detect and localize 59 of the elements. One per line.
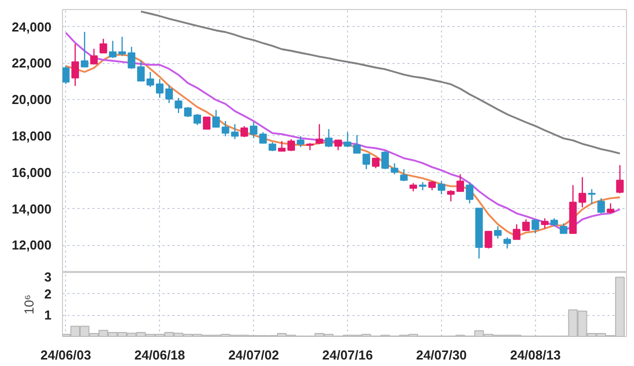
- candlestick: [616, 164, 624, 194]
- y-tick-label: 16,000: [12, 164, 52, 180]
- candlestick: [316, 124, 324, 145]
- candlestick: [484, 230, 492, 250]
- candlestick: [193, 113, 202, 126]
- candlestick: [71, 43, 79, 87]
- y-tick-label: 24,000: [12, 19, 52, 34]
- y-axis-title: 10⁶: [21, 294, 36, 314]
- y-tick-label: 22,000: [12, 56, 52, 71]
- candlestick: [400, 168, 408, 182]
- candlestick: [560, 222, 568, 234]
- candlestick: [494, 226, 502, 240]
- candlestick: [174, 97, 182, 114]
- candlestick: [231, 124, 239, 140]
- candlestick: [240, 126, 248, 138]
- candlestick: [296, 136, 304, 148]
- candlestick: [324, 128, 333, 148]
- y-tick-label: 20,000: [12, 92, 52, 108]
- candlestick: [456, 174, 464, 192]
- candlestick: [108, 40, 117, 59]
- candlestick: [503, 236, 512, 250]
- candlestick: [418, 182, 426, 191]
- candlestick: [372, 158, 380, 169]
- candlestick: [606, 202, 614, 214]
- candlestick: [202, 116, 210, 130]
- candlestick: [165, 84, 173, 104]
- x-tick-label: 24/07/02: [228, 348, 279, 362]
- y-tick-label: 1: [44, 308, 52, 323]
- candlestick: [532, 218, 540, 234]
- candlestick: [428, 180, 436, 191]
- candlestick: [466, 182, 474, 204]
- candlestick: [212, 109, 220, 128]
- y-tick-label: 12,000: [12, 238, 52, 253]
- candlestick: [597, 198, 605, 214]
- candlestick: [447, 190, 455, 202]
- candlestick: [80, 31, 88, 68]
- candlestick: [146, 71, 154, 88]
- y-tick-label: 2: [44, 286, 52, 302]
- candlestick: [438, 180, 446, 195]
- candlestick: [334, 140, 342, 151]
- candlestick: [156, 78, 164, 98]
- x-tick-label: 24/06/03: [40, 348, 92, 362]
- candlestick: [222, 120, 230, 137]
- x-tick-label: 24/06/18: [134, 348, 186, 362]
- x-tick-label: 24/07/16: [322, 348, 373, 362]
- candlestick: [100, 38, 108, 54]
- y-tick-label: 14,000: [12, 201, 52, 216]
- y-tick-label: 3: [44, 270, 52, 284]
- candlestick: [62, 65, 70, 85]
- candlestick: [541, 218, 549, 230]
- candlestick: [362, 154, 370, 170]
- candlestick: [278, 140, 286, 152]
- candlestick: [287, 138, 295, 152]
- line-series: [140, 10, 621, 154]
- x-tick-label: 24/08/13: [510, 348, 561, 362]
- y-tick-label: 18,000: [12, 128, 52, 144]
- x-tick-label: 24/07/30: [416, 348, 467, 362]
- candlestick: [90, 48, 98, 66]
- candlestick: [184, 106, 192, 118]
